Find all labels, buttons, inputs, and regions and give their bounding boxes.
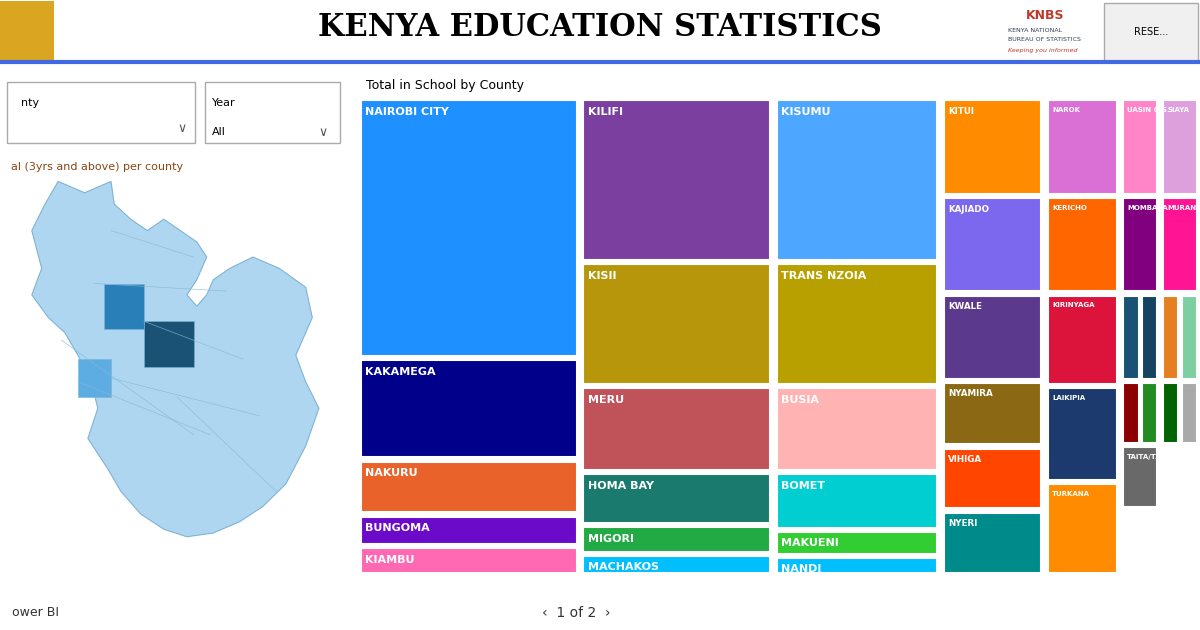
Text: LAIKIPIA: LAIKIPIA — [1052, 394, 1086, 401]
Text: NYAMIRA: NYAMIRA — [948, 389, 994, 398]
Bar — [1123, 198, 1157, 291]
Text: TAITA/T...: TAITA/T... — [1127, 454, 1164, 460]
Bar — [944, 100, 1042, 194]
Text: MAKUENI: MAKUENI — [781, 538, 839, 548]
Text: KWALE: KWALE — [948, 302, 983, 311]
Text: VIHIGA: VIHIGA — [948, 455, 983, 464]
Polygon shape — [144, 321, 193, 367]
Text: Keeping you informed: Keeping you informed — [1008, 48, 1078, 52]
Bar — [1048, 388, 1117, 479]
Text: KIRINYAGA: KIRINYAGA — [1052, 302, 1094, 308]
Text: TURKANA: TURKANA — [1052, 491, 1091, 496]
Bar — [361, 549, 577, 573]
Bar — [944, 449, 1042, 508]
Text: KENYA NATIONAL: KENYA NATIONAL — [1008, 28, 1062, 33]
Bar — [1163, 383, 1178, 443]
Bar — [1142, 383, 1157, 443]
Bar — [1123, 295, 1139, 379]
Text: ‹  1 of 2  ›: ‹ 1 of 2 › — [541, 605, 611, 620]
Text: al (3yrs and above) per county: al (3yrs and above) per county — [11, 162, 182, 172]
Text: KAJIADO: KAJIADO — [948, 205, 990, 214]
Text: KAKAMEGA: KAKAMEGA — [365, 367, 436, 377]
Polygon shape — [32, 181, 319, 537]
Text: BUREAU OF STATISTICS: BUREAU OF STATISTICS — [1008, 37, 1081, 42]
Bar — [583, 527, 769, 552]
Text: nty: nty — [22, 98, 40, 108]
Text: NAIROBI CITY: NAIROBI CITY — [365, 106, 449, 117]
FancyBboxPatch shape — [1104, 3, 1198, 61]
Text: KNBS: KNBS — [1026, 9, 1064, 21]
Bar — [0, 1, 54, 61]
Bar — [583, 474, 769, 522]
Bar — [1163, 100, 1196, 194]
Bar — [944, 295, 1042, 379]
Text: KISII: KISII — [588, 271, 616, 281]
Bar — [361, 462, 577, 512]
Text: Total in School by County: Total in School by County — [366, 79, 524, 93]
Text: Year: Year — [212, 98, 236, 108]
Bar — [1123, 447, 1157, 507]
Text: SIAYA: SIAYA — [1168, 106, 1189, 113]
Bar — [583, 100, 769, 260]
Bar — [1123, 383, 1139, 443]
Text: KILIFI: KILIFI — [588, 106, 623, 117]
Bar — [583, 265, 769, 384]
Text: RESE...: RESE... — [1134, 26, 1168, 37]
Text: All: All — [212, 127, 227, 137]
Bar — [778, 388, 936, 469]
Bar — [361, 517, 577, 544]
Bar — [361, 360, 577, 457]
Text: BUSIA: BUSIA — [781, 394, 820, 404]
Text: KIAMBU: KIAMBU — [365, 555, 415, 565]
Text: MIGORI: MIGORI — [588, 534, 634, 544]
Bar — [1048, 295, 1117, 384]
Text: KENYA EDUCATION STATISTICS: KENYA EDUCATION STATISTICS — [318, 12, 882, 43]
Text: BOMET: BOMET — [781, 481, 826, 491]
Text: KITUI: KITUI — [948, 106, 974, 115]
Text: ower BI: ower BI — [12, 606, 59, 619]
Bar — [944, 198, 1042, 291]
FancyBboxPatch shape — [7, 82, 194, 143]
Polygon shape — [104, 284, 144, 329]
Bar — [1182, 295, 1196, 379]
Text: MURAN...: MURAN... — [1168, 205, 1200, 210]
Bar — [778, 558, 936, 573]
Text: MERU: MERU — [588, 394, 624, 404]
Text: UASIN GIS...: UASIN GIS... — [1127, 106, 1175, 113]
Text: BUNGOMA: BUNGOMA — [365, 523, 430, 533]
Bar — [1142, 295, 1157, 379]
Bar — [944, 513, 1042, 573]
FancyBboxPatch shape — [205, 82, 340, 143]
Bar — [361, 100, 577, 356]
Bar — [1163, 295, 1178, 379]
Polygon shape — [78, 359, 112, 397]
Bar — [1048, 198, 1117, 291]
Bar — [1123, 100, 1157, 194]
Text: KERICHO: KERICHO — [1052, 205, 1087, 210]
Bar — [583, 388, 769, 469]
Bar — [778, 265, 936, 384]
Bar — [944, 382, 1042, 444]
Text: NANDI: NANDI — [781, 564, 822, 575]
Text: MOMBASA: MOMBASA — [1127, 205, 1168, 210]
Text: MACHAKOS: MACHAKOS — [588, 563, 659, 573]
Bar — [778, 474, 936, 528]
Bar — [1182, 383, 1196, 443]
Text: NAROK: NAROK — [1052, 106, 1080, 113]
Text: ∨: ∨ — [178, 122, 186, 135]
Bar — [778, 532, 936, 554]
Text: NAKURU: NAKURU — [365, 468, 418, 478]
Bar — [1048, 484, 1117, 573]
Bar — [583, 556, 769, 573]
Text: KISUMU: KISUMU — [781, 106, 830, 117]
Text: NYERI: NYERI — [948, 519, 978, 528]
Text: TRANS NZOIA: TRANS NZOIA — [781, 271, 866, 281]
Text: ∨: ∨ — [319, 126, 328, 139]
Bar — [1163, 198, 1196, 291]
Bar — [1048, 100, 1117, 194]
Text: HOMA BAY: HOMA BAY — [588, 481, 654, 491]
Bar — [778, 100, 936, 260]
